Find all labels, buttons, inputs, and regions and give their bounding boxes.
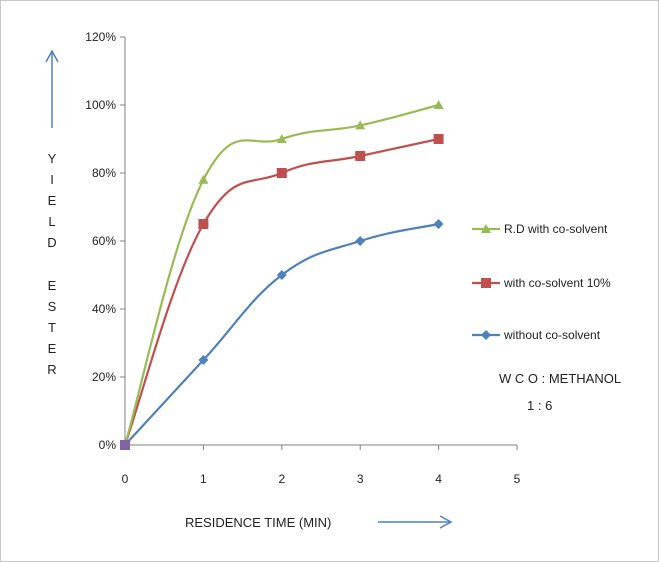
y-label-letter: E bbox=[48, 278, 57, 293]
data-point-triangle bbox=[355, 120, 366, 130]
x-tick-label: 2 bbox=[278, 472, 285, 486]
y-label-letter: L bbox=[48, 214, 55, 229]
x-tick-label: 1 bbox=[200, 472, 207, 486]
y-tick-label: 80% bbox=[92, 166, 116, 180]
legend-label: without co-solvent bbox=[503, 328, 601, 342]
x-tick-label: 3 bbox=[357, 472, 364, 486]
y-tick-label: 100% bbox=[85, 98, 116, 112]
y-label-letter: E bbox=[48, 341, 57, 356]
data-point-diamond bbox=[355, 236, 366, 246]
data-point-diamond bbox=[433, 219, 444, 229]
y-label-letter: S bbox=[48, 299, 57, 314]
series-markers bbox=[120, 100, 444, 450]
y-label-letter: Y bbox=[48, 151, 57, 166]
x-tick-label: 0 bbox=[122, 472, 129, 486]
legend-marker bbox=[481, 224, 491, 233]
data-point-square bbox=[355, 151, 366, 161]
x-tick-label: 4 bbox=[435, 472, 442, 486]
y-label-letter: R bbox=[47, 362, 56, 377]
series-lines bbox=[123, 103, 439, 446]
y-label-letter: T bbox=[48, 320, 56, 335]
data-point-diamond bbox=[198, 355, 209, 365]
up-arrow-icon bbox=[45, 49, 59, 63]
tick-labels: 0% 20% 40% 60% 80% 100% 120% 0 1 2 3 4 5 bbox=[85, 30, 520, 486]
y-tick-label: 20% bbox=[92, 370, 116, 384]
ratio-annotation: W C O : METHANOL 1 : 6 bbox=[499, 371, 621, 413]
y-tick-label: 120% bbox=[85, 30, 116, 44]
x-tick-label: 5 bbox=[514, 472, 521, 486]
legend-label: with co-solvent 10% bbox=[503, 276, 611, 290]
series-line-diamond bbox=[124, 222, 439, 446]
y-tick-label: 40% bbox=[92, 302, 116, 316]
x-label-text: RESIDENCE TIME (MIN) bbox=[185, 515, 331, 530]
y-label-letter: E bbox=[48, 193, 57, 208]
right-arrow-icon bbox=[439, 515, 453, 529]
y-label-letter: D bbox=[47, 235, 56, 250]
data-point-square bbox=[198, 219, 209, 229]
x-axis-label: RESIDENCE TIME (MIN) bbox=[185, 515, 453, 530]
data-point-diamond bbox=[276, 270, 287, 280]
data-point-triangle bbox=[433, 100, 444, 109]
data-point-triangle bbox=[276, 134, 287, 143]
y-label-letter: I bbox=[50, 172, 54, 187]
legend-label: R.D with co-solvent bbox=[504, 222, 608, 236]
data-point-square bbox=[276, 168, 287, 178]
data-point-square bbox=[433, 134, 444, 144]
legend-marker bbox=[481, 278, 491, 288]
series-line-square bbox=[123, 137, 439, 446]
data-point-triangle bbox=[198, 174, 209, 184]
legend-marker bbox=[481, 330, 491, 340]
series-line-triangle bbox=[123, 103, 439, 446]
y-tick-label: 60% bbox=[92, 234, 116, 248]
legend: R.D with co-solvent with co-solvent 10% wi… bbox=[472, 222, 611, 342]
annotation-line-1: W C O : METHANOL bbox=[499, 371, 621, 386]
origin-point bbox=[120, 440, 130, 450]
annotation-line-2: 1 : 6 bbox=[527, 398, 552, 413]
y-tick-label: 0% bbox=[99, 438, 117, 452]
